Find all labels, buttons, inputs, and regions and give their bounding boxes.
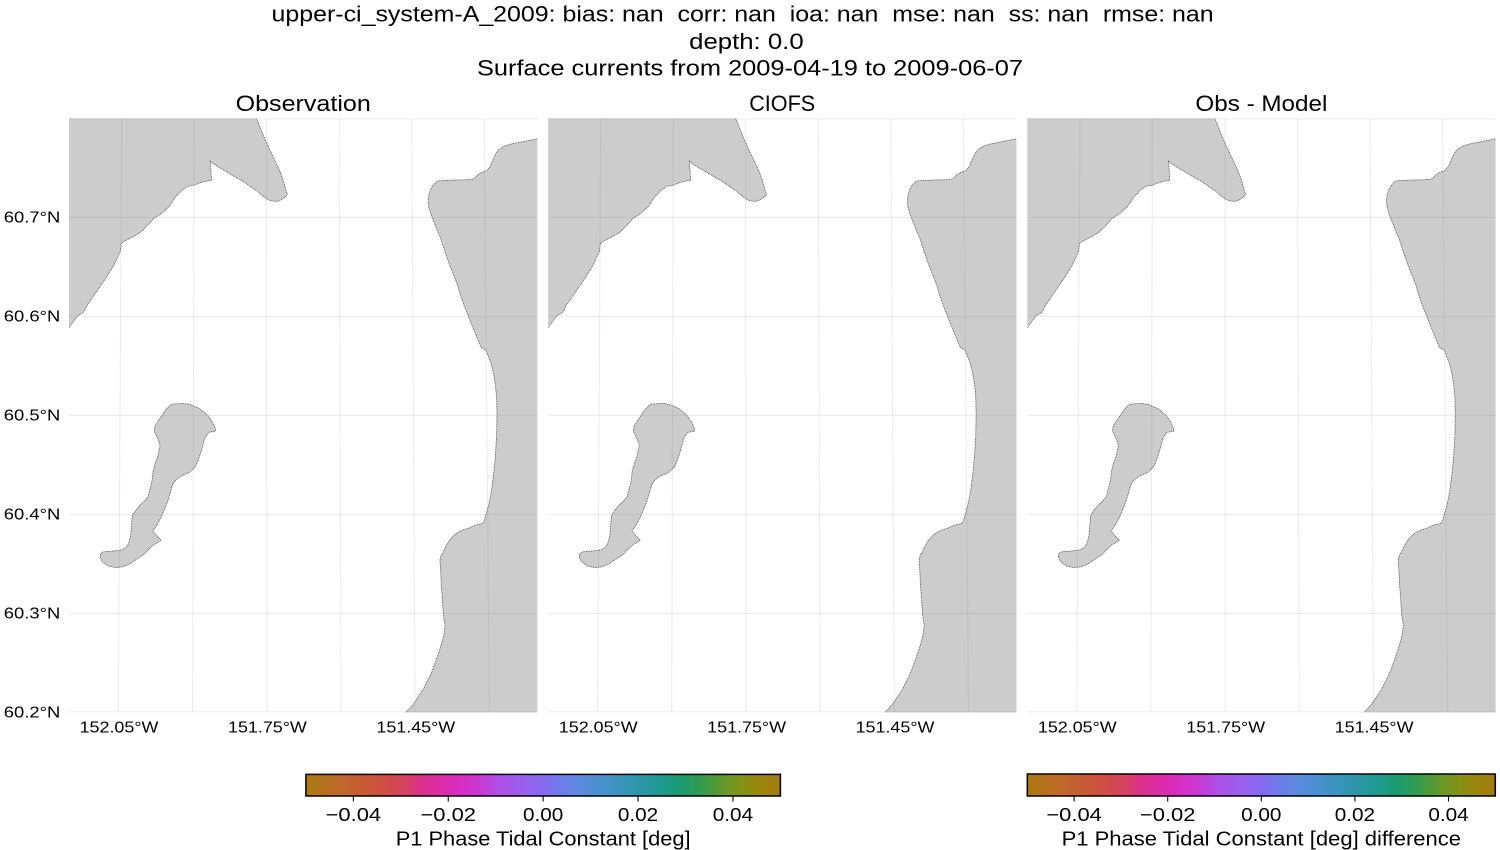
svg-text:152.05°W: 152.05°W <box>1038 719 1118 737</box>
svg-text:0.02: 0.02 <box>618 804 658 825</box>
svg-text:60.4°N: 60.4°N <box>4 506 61 524</box>
svg-text:−0.04: −0.04 <box>326 804 382 825</box>
svg-text:0.02: 0.02 <box>1335 804 1375 825</box>
svg-text:−0.02: −0.02 <box>421 804 477 825</box>
svg-text:60.6°N: 60.6°N <box>4 308 61 326</box>
svg-text:depth: 0.0: depth: 0.0 <box>689 29 804 54</box>
svg-text:151.45°W: 151.45°W <box>856 719 936 737</box>
svg-text:60.2°N: 60.2°N <box>4 704 61 722</box>
svg-text:0.04: 0.04 <box>713 804 753 825</box>
svg-text:upper-ci_system-A_2009: bias:: upper-ci_system-A_2009: bias: nan corr: … <box>272 2 1214 27</box>
svg-text:−0.04: −0.04 <box>1046 804 1102 825</box>
svg-text:0.00: 0.00 <box>523 804 563 825</box>
svg-text:CIOFS: CIOFS <box>749 91 815 116</box>
svg-text:60.3°N: 60.3°N <box>4 605 61 623</box>
svg-text:P1 Phase Tidal Constant [deg]: P1 Phase Tidal Constant [deg] <box>396 829 691 850</box>
svg-text:60.7°N: 60.7°N <box>4 209 61 227</box>
svg-text:−0.02: −0.02 <box>1140 804 1196 825</box>
svg-text:0.00: 0.00 <box>1241 804 1281 825</box>
svg-text:Surface currents from 2009-04-: Surface currents from 2009-04-19 to 2009… <box>477 56 1023 81</box>
svg-text:Observation: Observation <box>236 91 371 116</box>
svg-text:151.45°W: 151.45°W <box>376 719 456 737</box>
svg-text:151.45°W: 151.45°W <box>1335 719 1415 737</box>
svg-text:152.05°W: 152.05°W <box>559 719 639 737</box>
svg-text:151.75°W: 151.75°W <box>228 719 308 737</box>
svg-text:152.05°W: 152.05°W <box>80 719 160 737</box>
svg-text:151.75°W: 151.75°W <box>1186 719 1266 737</box>
svg-text:Obs - Model: Obs - Model <box>1195 91 1327 116</box>
svg-text:60.5°N: 60.5°N <box>4 407 61 425</box>
svg-text:151.75°W: 151.75°W <box>707 719 787 737</box>
svg-text:P1 Phase Tidal Constant [deg]: P1 Phase Tidal Constant [deg] difference <box>1062 829 1461 850</box>
svg-text:0.04: 0.04 <box>1428 804 1468 825</box>
